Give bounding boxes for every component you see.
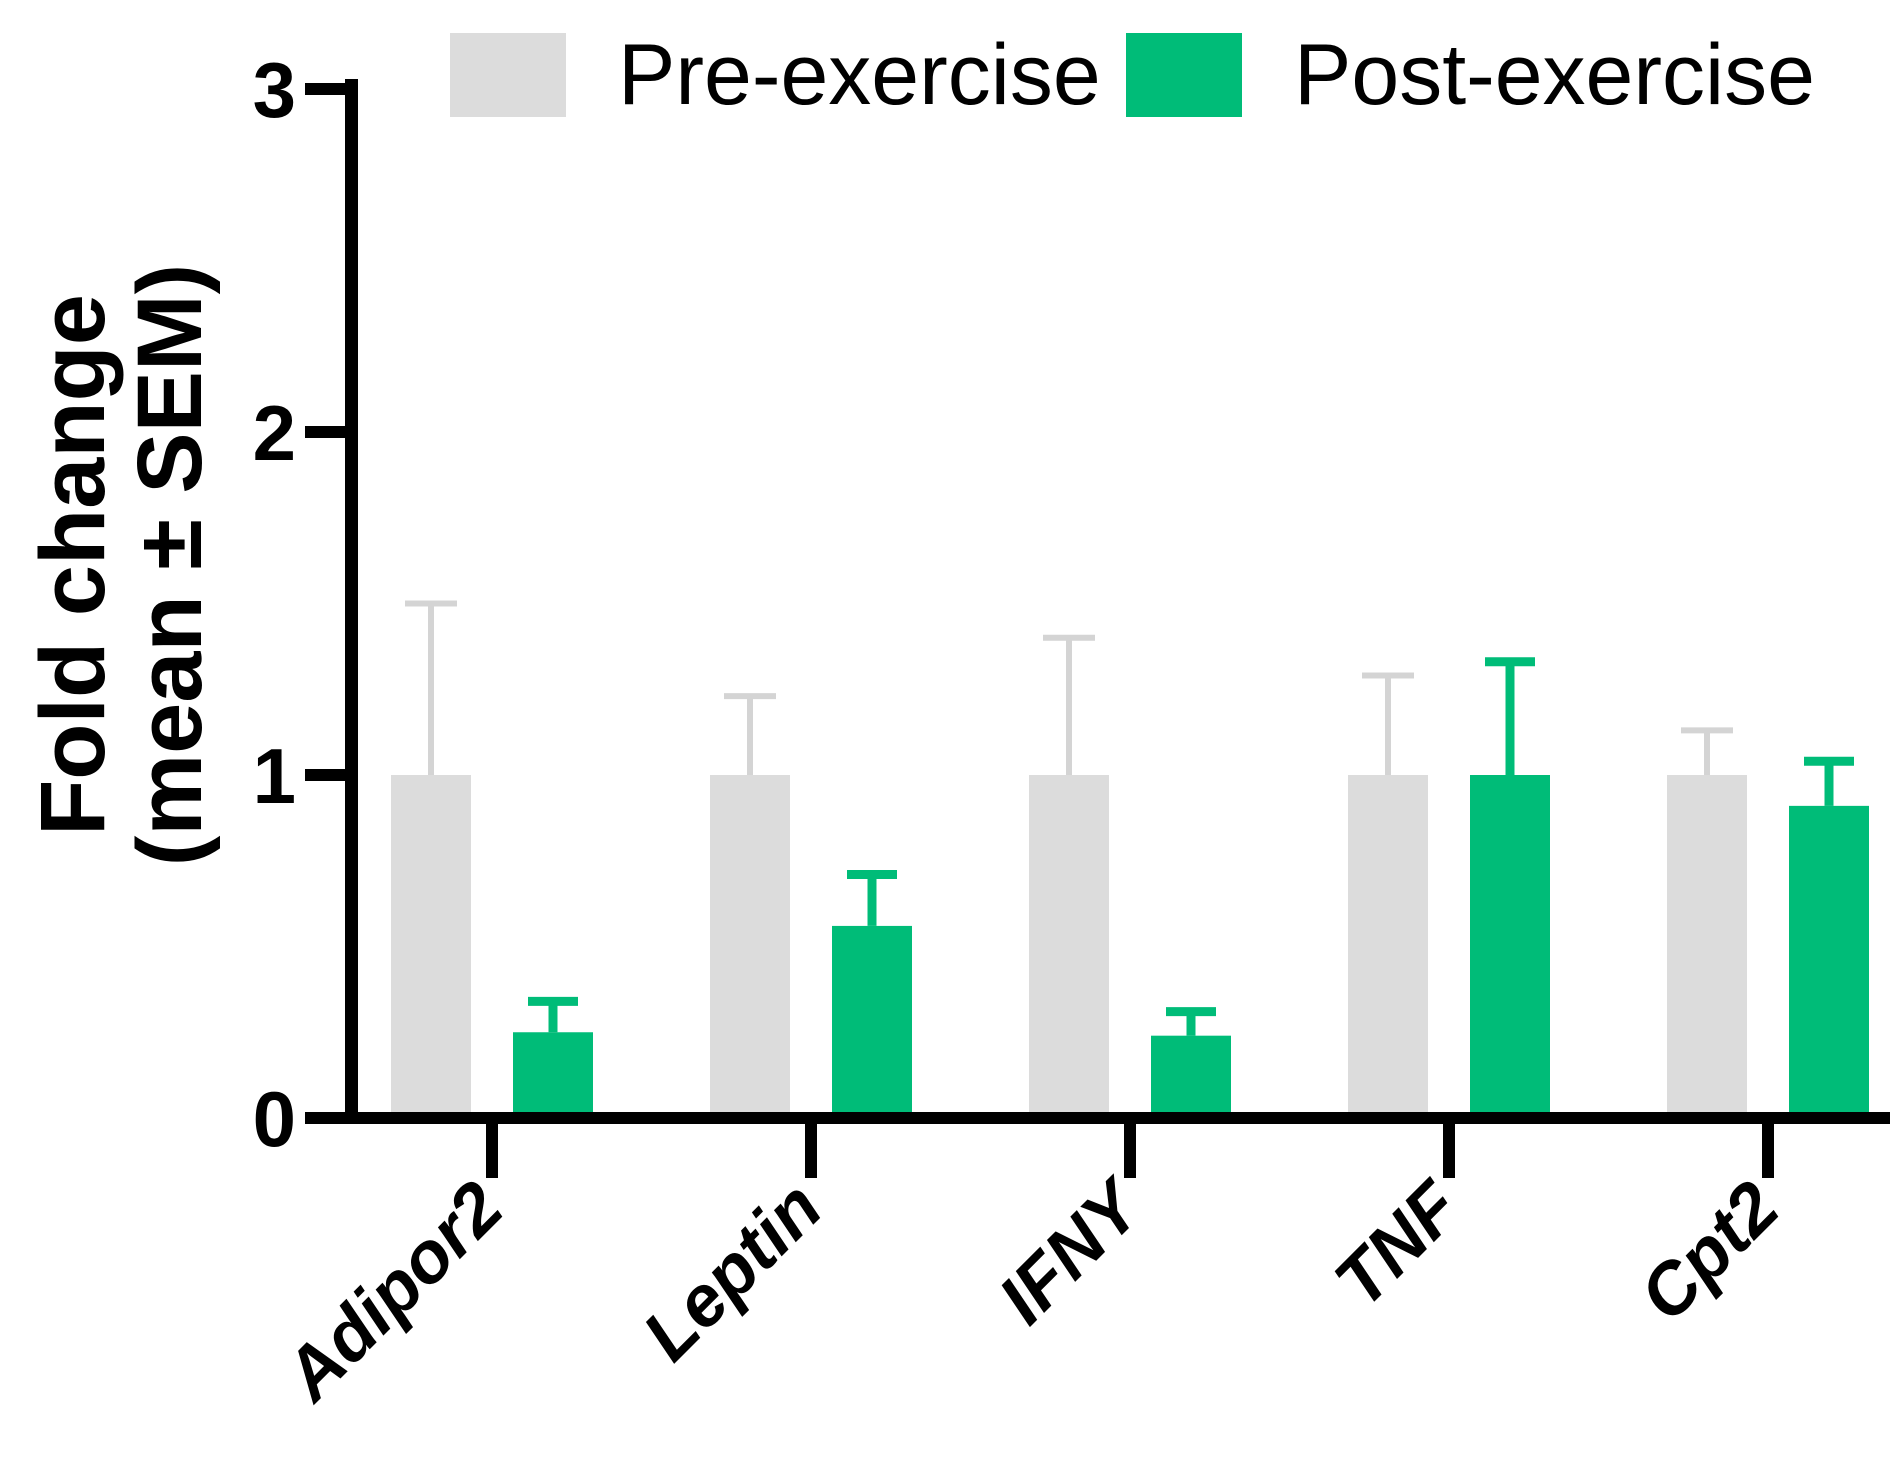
bar-post-IFNY (1151, 1035, 1231, 1118)
legend-item-pre-exercise: Pre-exercise (450, 30, 1101, 120)
x-category-label-Adipor2: Adipor2 (268, 1167, 518, 1417)
legend-label-pre-exercise: Pre-exercise (618, 27, 1101, 123)
post-exercise-swatch (1126, 33, 1242, 117)
bar-pre-TNF (1348, 775, 1428, 1118)
x-category-label-Cpt2: Cpt2 (1625, 1167, 1795, 1337)
y-axis-spine (345, 79, 358, 1124)
y-tick-2 (305, 426, 349, 438)
bar-post-Adipor2 (513, 1032, 593, 1118)
pre-exercise-swatch (450, 33, 566, 117)
x-tick-Cpt2 (1762, 1118, 1774, 1178)
x-category-label-TNF: TNF (1320, 1165, 1477, 1322)
y-tick-label-1: 1 (253, 732, 296, 820)
x-category-label-Leptin: Leptin (628, 1167, 837, 1376)
y-tick-1 (305, 769, 349, 781)
x-axis-line (305, 1112, 1890, 1124)
y-tick-3 (305, 83, 349, 95)
bar-post-TNF (1470, 775, 1550, 1118)
y-tick-label-2: 2 (253, 389, 296, 477)
bar-post-Cpt2 (1789, 805, 1869, 1118)
x-category-label-IFNY: IFNY (984, 1163, 1161, 1340)
y-tick-label-0: 0 (253, 1075, 296, 1163)
x-tick-Adipor2 (486, 1118, 498, 1178)
x-tick-IFNY (1124, 1118, 1136, 1178)
legend-label-post-exercise: Post-exercise (1294, 27, 1815, 123)
legend-item-post-exercise: Post-exercise (1126, 30, 1815, 120)
bar-pre-Adipor2 (391, 775, 471, 1118)
y-axis-title-line1: Fold change (22, 294, 124, 836)
y-tick-label-3: 3 (253, 46, 296, 134)
bar-post-Leptin (832, 925, 912, 1118)
y-axis-title-line2: (mean ± SEM) (119, 263, 221, 867)
x-tick-Leptin (805, 1118, 817, 1178)
x-tick-TNF (1443, 1118, 1455, 1178)
bar-pre-IFNY (1029, 775, 1109, 1118)
bar-pre-Leptin (710, 775, 790, 1118)
bar-pre-Cpt2 (1667, 775, 1747, 1118)
chart-legend: Pre-exercise Post-exercise (0, 30, 1904, 125)
